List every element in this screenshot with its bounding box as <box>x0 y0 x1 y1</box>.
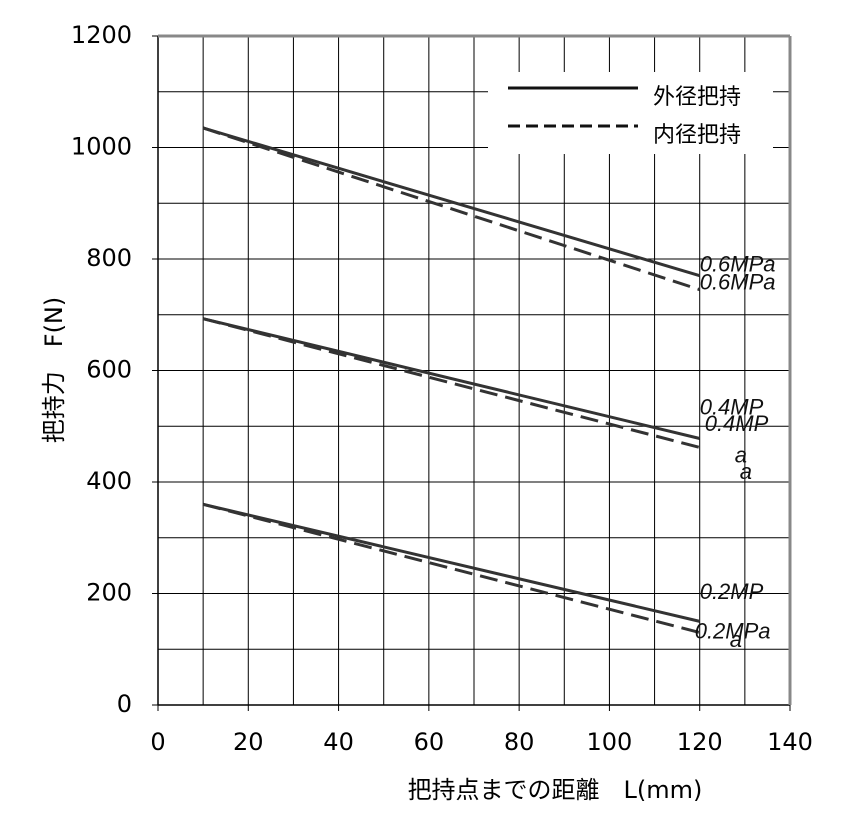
x-tick-label: 140 <box>767 728 813 756</box>
line-label: 0.4MP <box>705 411 769 436</box>
y-tick-label: 1200 <box>71 21 132 49</box>
line-label: 0.6MPa <box>700 252 776 277</box>
line-label: 0.2MPa <box>695 618 771 643</box>
y-tick-label: 0 <box>117 690 132 718</box>
line-label: 0.2MP <box>700 579 764 604</box>
x-tick-label: 0 <box>150 728 165 756</box>
x-tick-label: 20 <box>233 728 264 756</box>
x-tick-label: 80 <box>504 728 535 756</box>
x-axis-label: 把持点までの距離 L(mm) <box>408 776 703 804</box>
y-tick-label: 800 <box>86 244 132 272</box>
x-tick-label: 100 <box>587 728 633 756</box>
line-label: 0.4MP <box>700 394 764 419</box>
data-line <box>202 317 701 449</box>
data-line <box>202 502 701 623</box>
line-label: a <box>730 627 742 652</box>
x-tick-label: 120 <box>677 728 723 756</box>
legend-label: 外径把持 <box>653 85 741 110</box>
y-axis-label: 把持力 F(N) <box>40 297 68 443</box>
y-tick-label: 1000 <box>71 133 132 161</box>
y-tick-label: 400 <box>86 467 132 495</box>
x-tick-label: 60 <box>414 728 445 756</box>
x-tick-label: 40 <box>323 728 354 756</box>
legend-label: 内径把持 <box>653 123 741 148</box>
line-label: a <box>735 442 747 467</box>
y-tick-label: 200 <box>86 579 132 607</box>
line-label: 0.6MPa <box>700 269 776 294</box>
line-label: a <box>740 459 752 484</box>
y-tick-label: 600 <box>86 356 132 384</box>
data-line <box>202 126 701 278</box>
data-line <box>202 126 701 292</box>
legend-box <box>488 72 773 154</box>
data-line <box>202 502 701 634</box>
